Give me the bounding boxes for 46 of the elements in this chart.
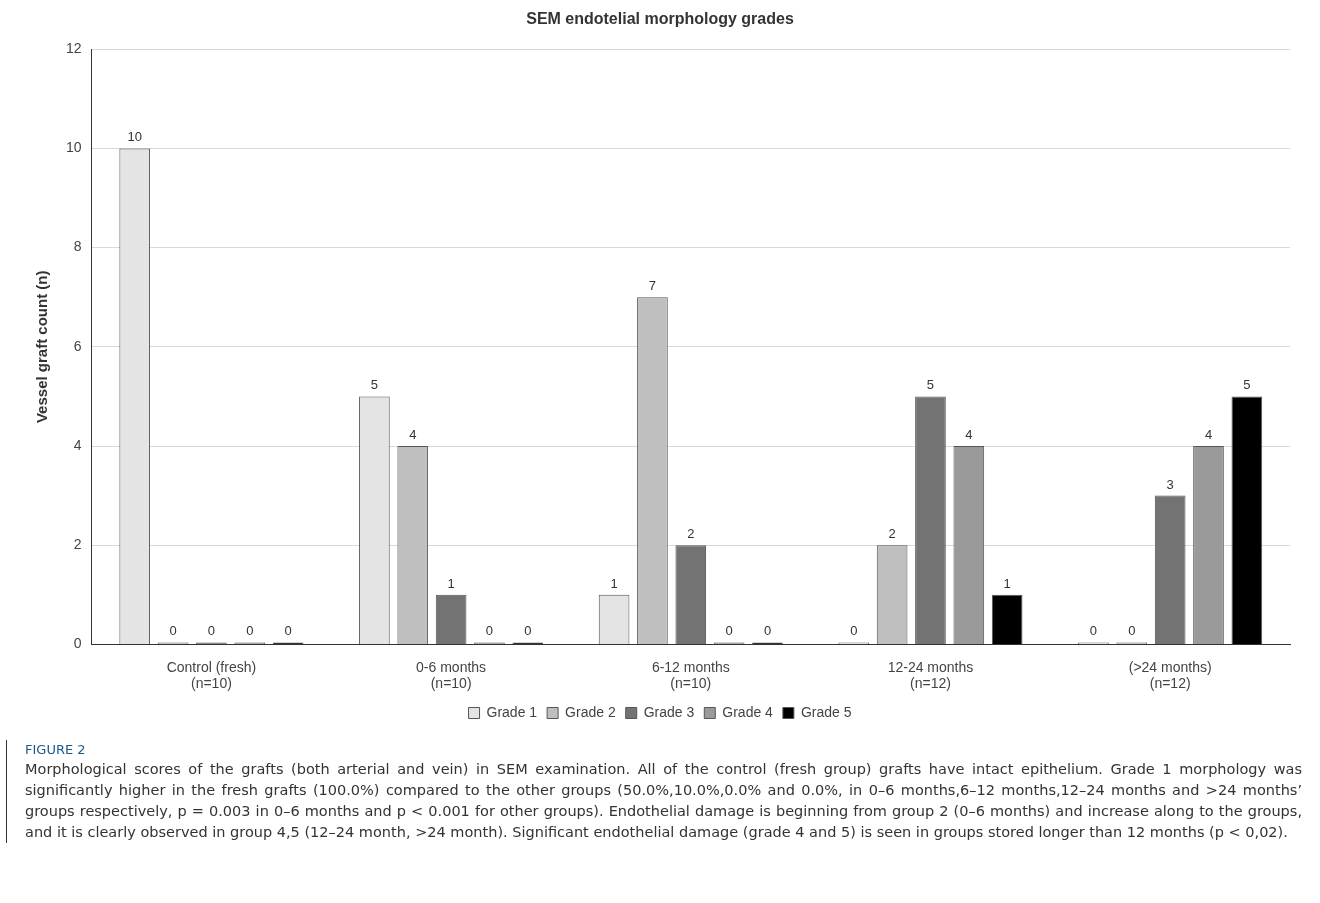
chart-title: SEM endotelial morphology grades — [526, 10, 794, 28]
x-tick-label: Control (fresh) (n=10) — [166, 658, 257, 692]
data-label: 1 — [447, 575, 455, 591]
data-label: 0 — [763, 623, 772, 639]
data-label: 4 — [1204, 427, 1213, 443]
y-tick-label: 4 — [73, 436, 82, 453]
data-label: 5 — [1243, 377, 1251, 393]
data-label: 0 — [850, 623, 858, 639]
data-label: 0 — [1128, 623, 1136, 639]
data-label: 7 — [648, 278, 657, 294]
data-label: 0 — [284, 623, 292, 639]
x-tick-label: 12-24 months (n=12) — [887, 658, 974, 692]
data-label: 1 — [610, 575, 618, 591]
y-tick-label: 6 — [73, 337, 82, 354]
legend-label: Grade 2 — [565, 703, 616, 720]
legend-label: Grade 4 — [722, 703, 774, 720]
x-tick-label: (>24 months) (n=12) — [1128, 658, 1212, 692]
data-label: 2 — [888, 526, 896, 542]
legend-label: Grade 3 — [643, 703, 695, 720]
data-label: 1 — [1003, 575, 1011, 591]
text: Morphological scores of the grafts (both arterial and vein) in SEM examination. All of the control (fresh group) grafts have intact epithelium. Grade 1 morphology was significantly higher in the fresh grafts (100.0%) compared to the other groups (50.0%,10.0%,0.0% and 0.0%, in 0–6 months,6–12 months,12–24 months and >24 months’ groups respectively, p = 0.003 in 0–6 months and p < 0.001 for other groups). Endothelial damage is beginning from group 2 (0–6 months) and increase along to the groups, and it is clearly observed in group 4,5 (12–24 month, >24 month). Significant endothelial damage (grade 4 and 5) is seen in groups stored longer than 12 months (p < 0,02). — [25, 760, 1302, 842]
y-tick-label: 10 — [65, 139, 82, 156]
data-label: 2 — [687, 526, 695, 542]
legend-label: Grade 1 — [486, 703, 538, 720]
x-tick-label: 0-6 months (n=10) — [416, 658, 487, 692]
y-tick-label: 8 — [73, 238, 82, 255]
data-label: 0 — [1089, 623, 1098, 639]
y-tick-label: 2 — [73, 536, 82, 553]
y-tick-label: 12 — [65, 40, 82, 57]
data-label: 3 — [1166, 476, 1174, 492]
x-tick-label: 6-12 months (n=10) — [651, 658, 730, 692]
data-label: 0 — [524, 623, 532, 639]
data-label: 5 — [370, 377, 379, 393]
caption: FIGURE 2 — [25, 742, 87, 757]
y-tick-label: 0 — [73, 635, 82, 652]
data-label: 0 — [169, 623, 177, 639]
data-label: 4 — [965, 427, 973, 443]
data-label: 0 — [246, 623, 254, 639]
data-label: 0 — [725, 623, 733, 639]
y-axis-title: Vessel graft count (n) — [33, 270, 51, 424]
legend-label: Grade 5 — [800, 703, 852, 720]
data-label: 0 — [207, 623, 216, 639]
data-label: 0 — [485, 623, 494, 639]
data-label: 4 — [409, 427, 417, 443]
data-label: 5 — [926, 377, 935, 393]
data-label: 10 — [127, 129, 142, 145]
